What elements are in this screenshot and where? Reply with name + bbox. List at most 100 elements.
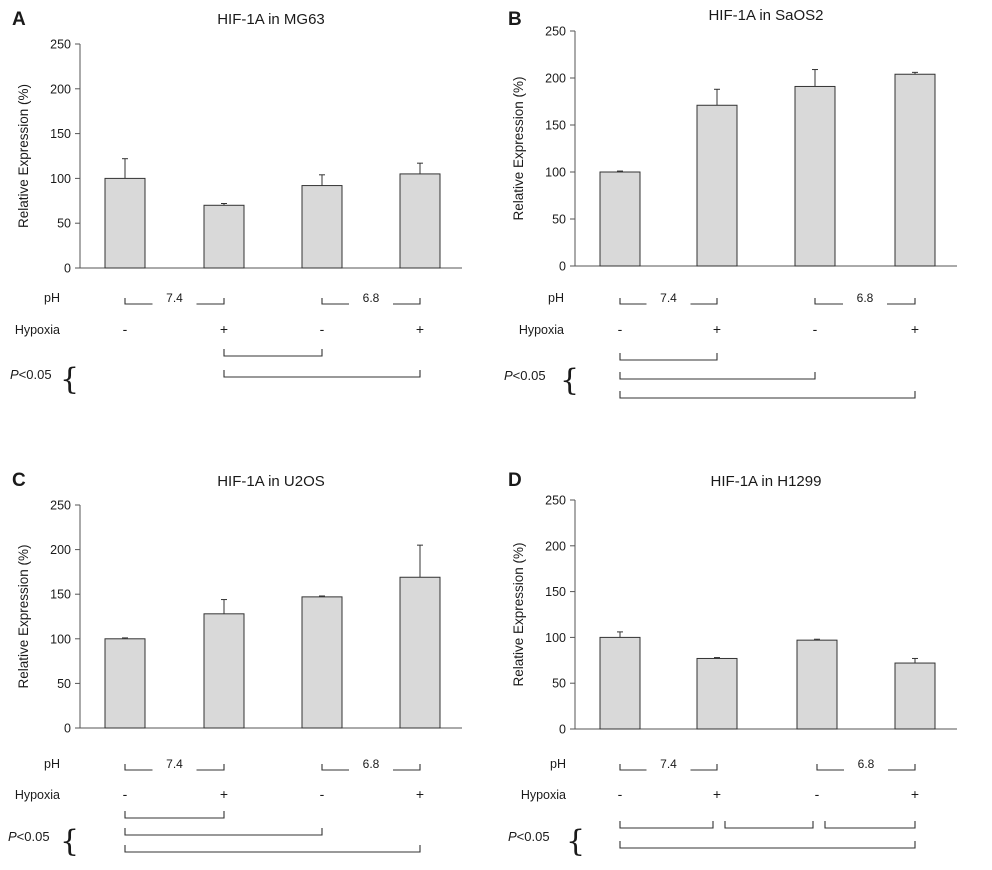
p-symbol: P	[10, 367, 19, 382]
significance-brace: {	[560, 363, 579, 398]
y-tick-label: 150	[50, 588, 71, 602]
y-tick-label: 150	[545, 585, 566, 599]
y-tick-label: 100	[545, 631, 566, 645]
chart-panel-b: B HIF-1A in SaOS2 Relative Expression (%) 0…	[504, 7, 957, 399]
y-tick-label: 100	[50, 632, 71, 646]
y-tick-label: 50	[57, 217, 71, 231]
ph-group-label: 6.8	[857, 291, 874, 305]
hypoxia-row-label: Hypoxia	[521, 788, 566, 802]
hypoxia-sign: +	[220, 786, 228, 802]
y-tick-label: 50	[552, 213, 566, 227]
chart-title: HIF-1A in H1299	[711, 473, 822, 490]
p-threshold: <0.05	[513, 368, 546, 383]
chart-title: HIF-1A in SaOS2	[708, 7, 823, 24]
bar	[794, 85, 836, 267]
chart-title: HIF-1A in MG63	[217, 11, 325, 28]
significance-bracket	[124, 811, 225, 819]
bar	[599, 171, 641, 267]
y-axis-label: Relative Expression (%)	[511, 76, 526, 220]
ph-row-label: pH	[550, 757, 566, 771]
y-tick-label: 250	[545, 494, 566, 508]
significance-brace: {	[60, 362, 79, 397]
hypoxia-sign: +	[911, 786, 919, 802]
y-tick-label: 0	[559, 723, 566, 737]
y-tick-label: 0	[64, 262, 71, 276]
p-threshold: <0.05	[517, 829, 550, 844]
bar	[599, 636, 641, 730]
hypoxia-sign: +	[713, 321, 721, 337]
ph-group-bracket	[321, 298, 421, 305]
significance-brace: {	[566, 824, 585, 859]
y-tick-label: 0	[64, 722, 71, 736]
hypoxia-sign: -	[123, 321, 128, 337]
significance-bracket	[619, 353, 718, 361]
hypoxia-sign: -	[320, 321, 325, 337]
y-tick-label: 200	[545, 72, 566, 86]
p-value-label: P<0.05	[8, 829, 50, 844]
chart-panel-d: D HIF-1A in H1299 Relative Expression (%) 0…	[508, 470, 957, 859]
p-value-label: P<0.05	[10, 367, 52, 382]
p-threshold: <0.05	[17, 829, 50, 844]
ph-group-bracket	[321, 764, 421, 771]
p-threshold: <0.05	[19, 367, 52, 382]
p-symbol: P	[8, 829, 17, 844]
ph-group-label: 7.4	[166, 757, 183, 771]
ph-row-label: pH	[44, 291, 60, 305]
bar	[203, 613, 245, 729]
y-axis-label: Relative Expression (%)	[16, 84, 31, 228]
bar	[894, 662, 936, 730]
bar	[104, 638, 146, 729]
ph-group-bracket	[814, 298, 916, 305]
bar	[203, 204, 245, 269]
hypoxia-sign: -	[618, 786, 623, 802]
ph-group-label: 6.8	[858, 757, 875, 771]
panel-letter: D	[508, 470, 522, 491]
ph-row-label: pH	[548, 291, 564, 305]
y-tick-label: 150	[545, 119, 566, 133]
chart-title: HIF-1A in U2OS	[217, 473, 325, 490]
y-tick-label: 0	[559, 260, 566, 274]
hypoxia-sign: -	[123, 786, 128, 802]
ph-group-label: 7.4	[660, 291, 677, 305]
significance-bracket	[824, 821, 916, 829]
ph-group-label: 7.4	[166, 291, 183, 305]
ph-group-label: 7.4	[660, 757, 677, 771]
y-tick-label: 250	[50, 38, 71, 52]
bar	[104, 177, 146, 269]
chart-panel-c: C HIF-1A in U2OS Relative Expression (%) 0 5…	[8, 470, 462, 859]
hypoxia-sign: -	[815, 786, 820, 802]
significance-bracket	[223, 370, 421, 378]
hypoxia-row-label: Hypoxia	[15, 788, 60, 802]
bar	[696, 104, 738, 267]
significance-bracket	[724, 821, 814, 829]
y-axis-label: Relative Expression (%)	[16, 544, 31, 688]
bar	[894, 73, 936, 267]
significance-bracket	[124, 845, 421, 853]
p-value-label: P<0.05	[508, 829, 550, 844]
hypoxia-row-label: Hypoxia	[15, 323, 60, 337]
bar	[696, 657, 738, 730]
hypoxia-sign: -	[618, 321, 623, 337]
ph-group-bracket	[619, 764, 718, 771]
significance-bracket	[619, 821, 714, 829]
ph-group-label: 6.8	[363, 757, 380, 771]
y-axis-label: Relative Expression (%)	[511, 542, 526, 686]
y-tick-label: 200	[545, 539, 566, 553]
p-symbol: P	[504, 368, 513, 383]
bar	[399, 173, 441, 269]
ph-group-bracket	[619, 298, 718, 305]
ph-group-bracket	[124, 764, 225, 771]
significance-brace: {	[60, 824, 79, 859]
chart-panel-a: A HIF-1A in MG63 Relative Expression (%) 0 5…	[10, 9, 462, 397]
hypoxia-sign: +	[220, 321, 228, 337]
hypoxia-sign: +	[713, 786, 721, 802]
y-tick-label: 150	[50, 127, 71, 141]
hypoxia-sign: -	[320, 786, 325, 802]
y-tick-label: 200	[50, 543, 71, 557]
ph-group-bracket	[124, 298, 225, 305]
y-tick-label: 50	[57, 677, 71, 691]
p-symbol: P	[508, 829, 517, 844]
significance-bracket	[619, 372, 816, 380]
hypoxia-sign: -	[813, 321, 818, 337]
y-tick-label: 100	[50, 172, 71, 186]
